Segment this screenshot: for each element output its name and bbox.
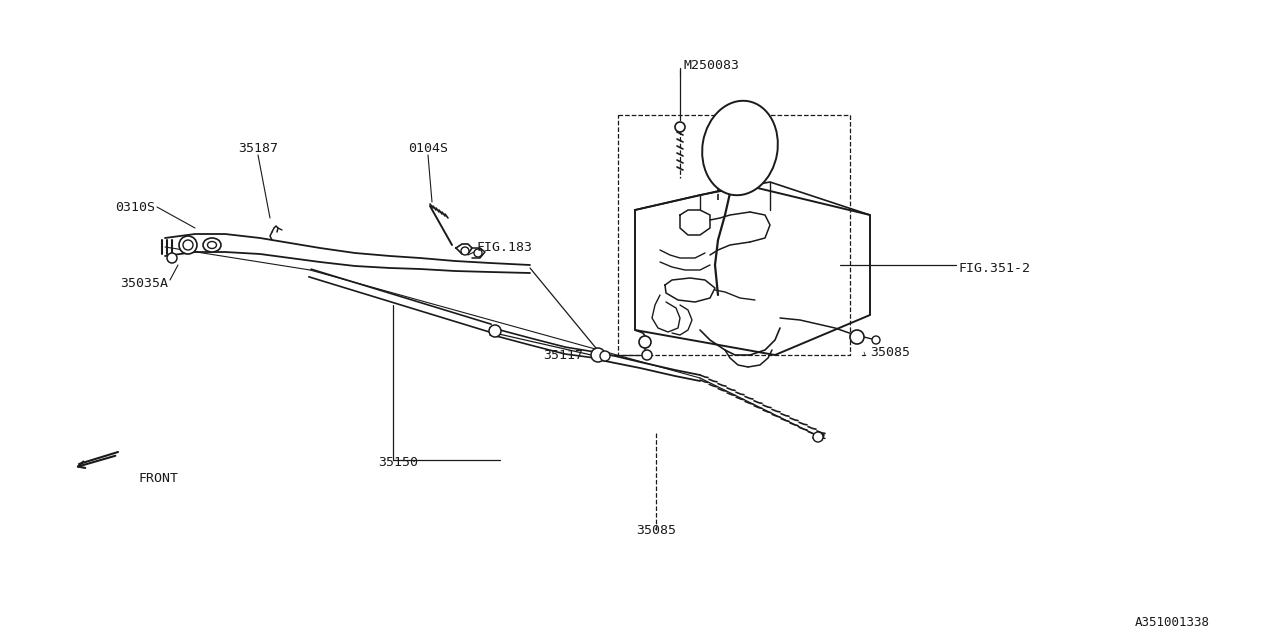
Text: 35117: 35117 [543, 349, 582, 362]
Text: 35035A: 35035A [120, 276, 168, 289]
Circle shape [639, 336, 652, 348]
Circle shape [600, 351, 611, 361]
Circle shape [166, 253, 177, 263]
Text: A351001338: A351001338 [1135, 616, 1210, 628]
Ellipse shape [207, 241, 216, 248]
Circle shape [872, 336, 881, 344]
Text: FIG.351-2: FIG.351-2 [957, 262, 1030, 275]
Circle shape [591, 348, 605, 362]
Text: FRONT: FRONT [138, 472, 178, 484]
Text: 35187: 35187 [238, 141, 278, 154]
Text: 35150: 35150 [378, 456, 419, 468]
Text: M250083: M250083 [684, 58, 739, 72]
Circle shape [461, 247, 468, 255]
Circle shape [183, 240, 193, 250]
Text: 35085: 35085 [870, 346, 910, 358]
Circle shape [643, 350, 652, 360]
Text: 0104S: 0104S [408, 141, 448, 154]
Ellipse shape [703, 100, 778, 195]
Text: 35085: 35085 [636, 524, 676, 536]
Circle shape [489, 325, 500, 337]
Circle shape [813, 432, 823, 442]
Circle shape [474, 249, 483, 257]
Circle shape [850, 330, 864, 344]
Circle shape [179, 236, 197, 254]
Text: FIG.183: FIG.183 [476, 241, 532, 253]
Text: 0310S: 0310S [115, 200, 155, 214]
Ellipse shape [204, 238, 221, 252]
Circle shape [675, 122, 685, 132]
